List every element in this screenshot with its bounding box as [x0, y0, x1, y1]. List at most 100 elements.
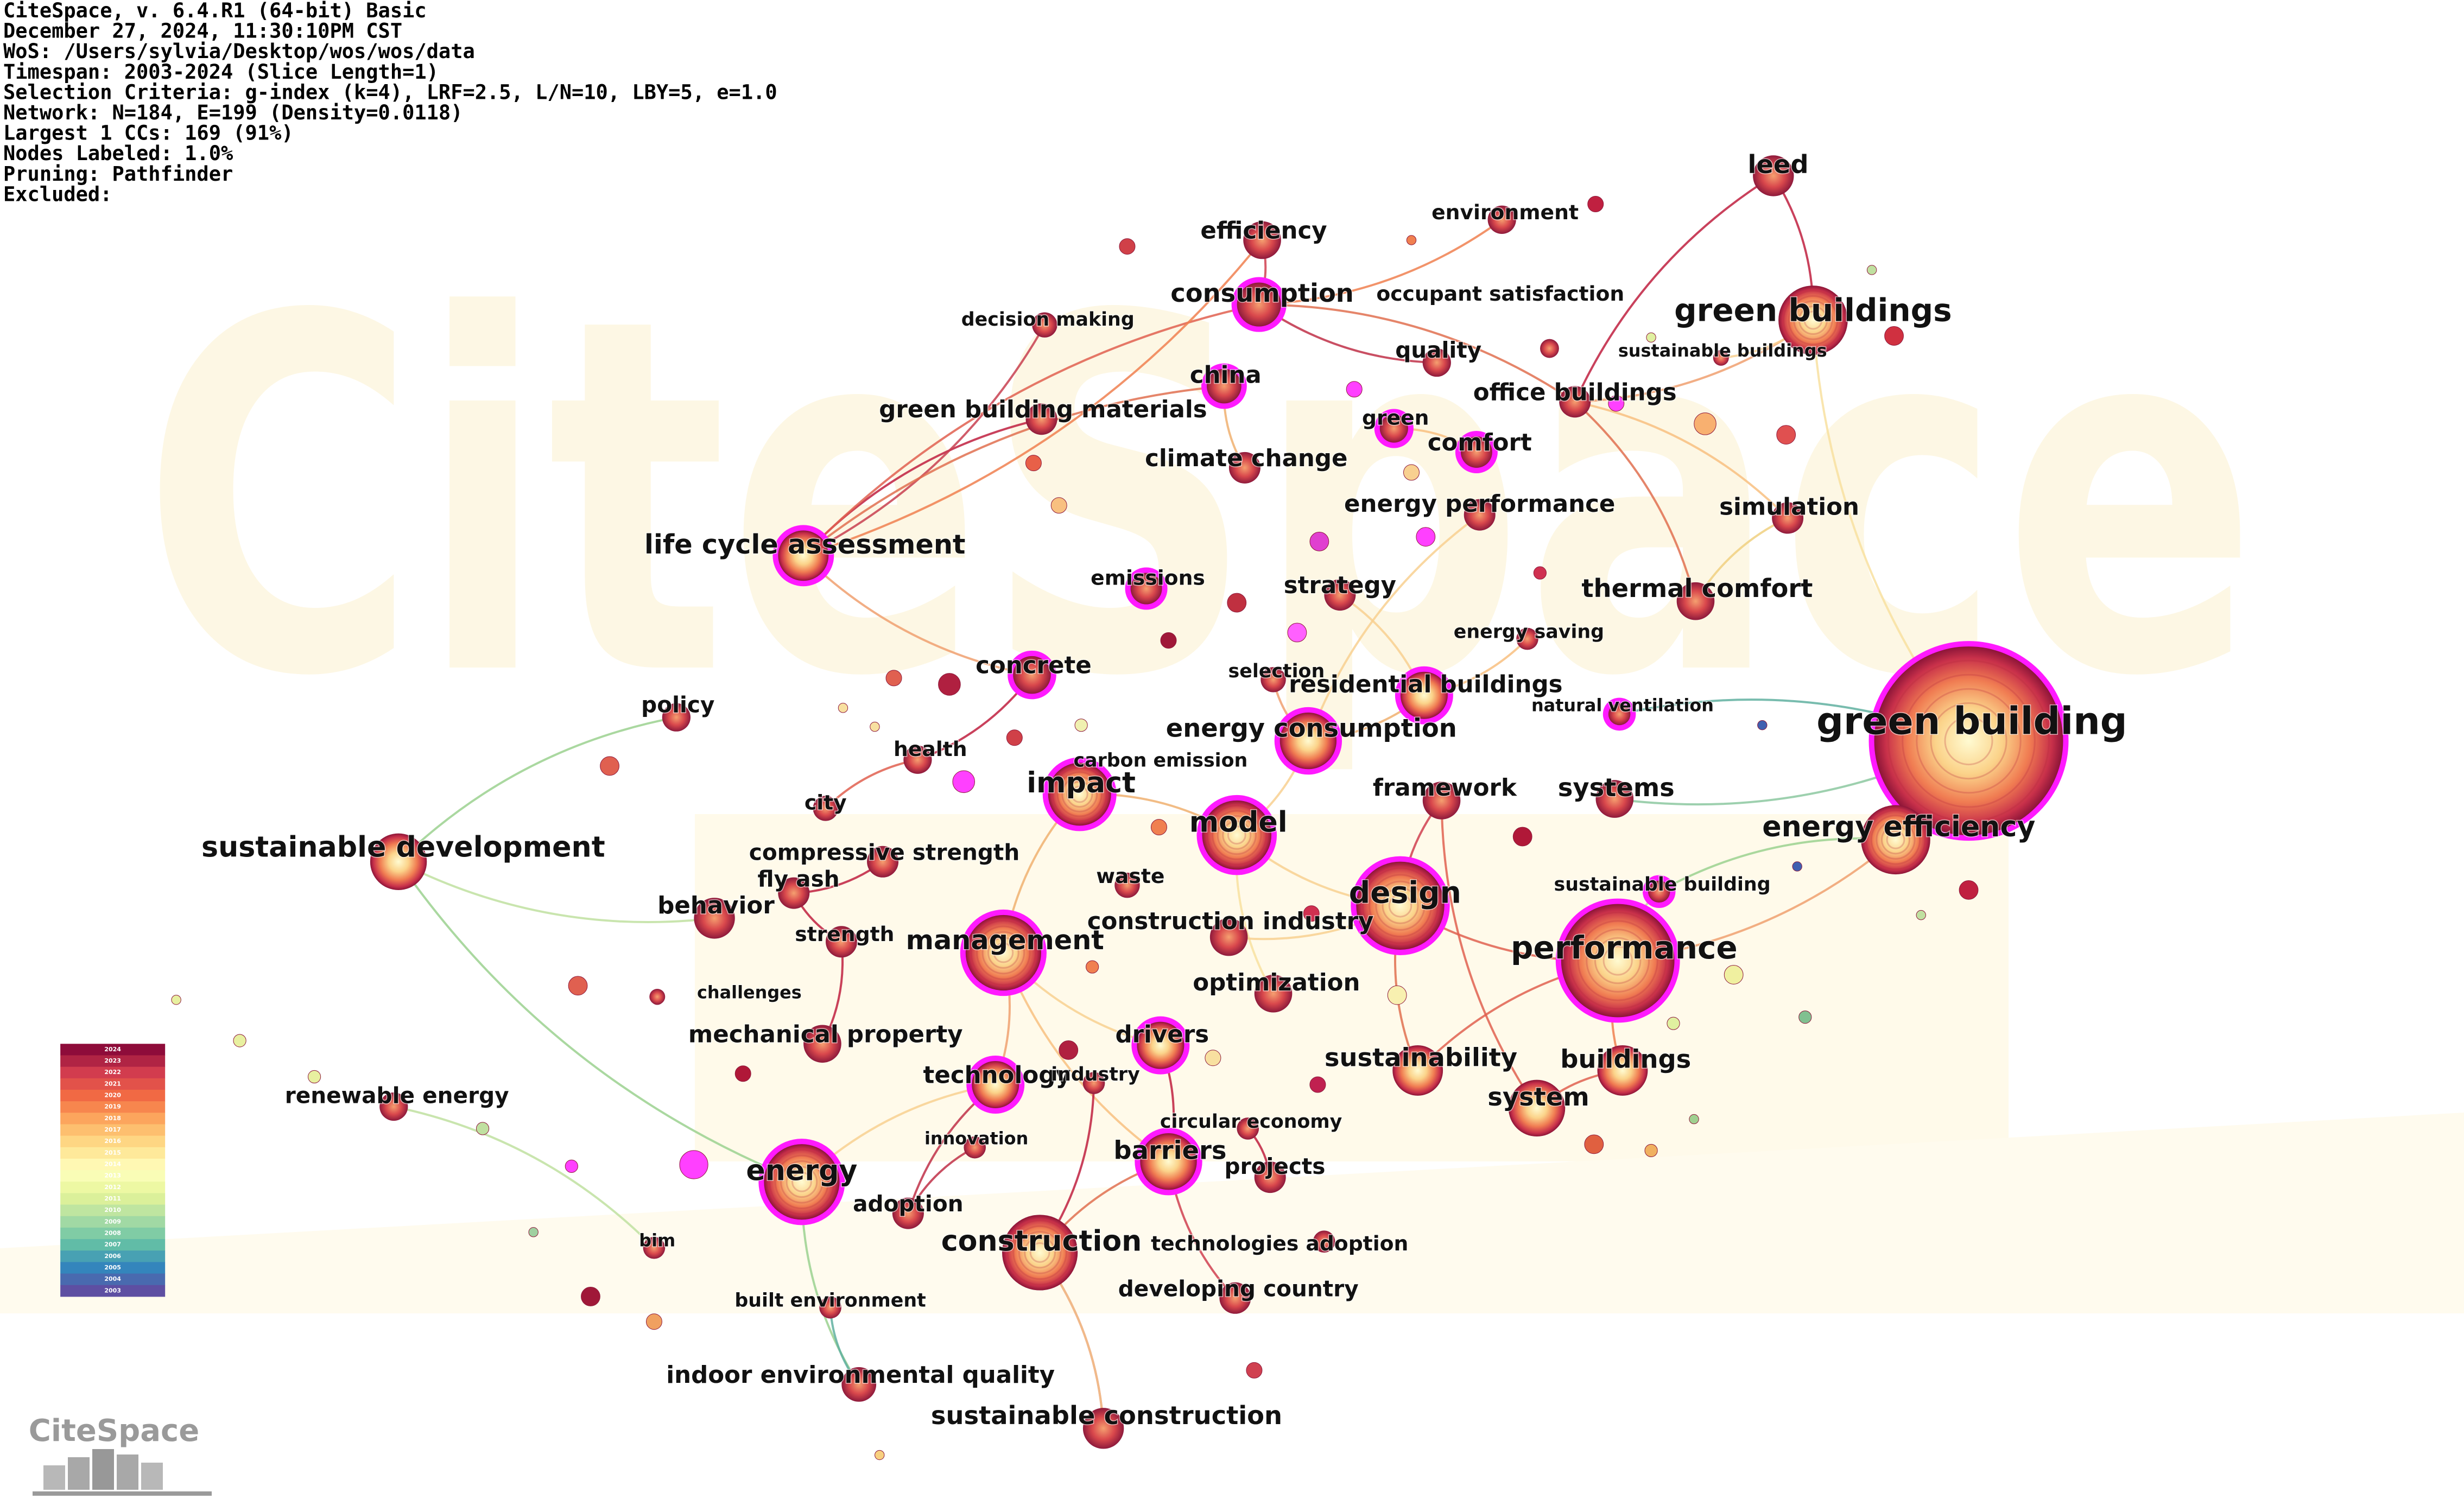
- node: [1205, 1050, 1221, 1066]
- edge: [398, 861, 715, 924]
- node-ring: [976, 925, 1031, 980]
- node-label: sustainable building: [1554, 874, 1771, 895]
- node: [1013, 656, 1051, 694]
- node: [1874, 646, 2063, 836]
- legend-swatch: [60, 1170, 166, 1182]
- year-legend: 2024 2023 2022 2021 2020 2019 2018 2017 2016 2015…: [60, 1044, 166, 1297]
- node: [819, 1296, 841, 1319]
- node: [1140, 1133, 1197, 1190]
- node-ring: [1227, 825, 1246, 845]
- node: [870, 721, 880, 732]
- node: [1209, 918, 1248, 956]
- node: [1309, 1076, 1326, 1093]
- node-label: thermal comfort: [1581, 574, 1813, 603]
- edge: [1574, 401, 1697, 602]
- edge: [802, 324, 1046, 557]
- node: [1422, 348, 1451, 377]
- node-label: fly ash: [758, 866, 840, 892]
- node: [1279, 712, 1337, 770]
- legend-swatch: [60, 1044, 166, 1056]
- node: [1025, 455, 1042, 472]
- node: [1772, 502, 1804, 534]
- node-label: china: [1190, 362, 1262, 389]
- node-label: consumption: [1170, 278, 1354, 308]
- legend-year: 2007: [104, 1241, 121, 1248]
- node: [565, 1159, 578, 1173]
- node: [528, 1227, 539, 1237]
- node: [813, 796, 838, 821]
- node: [568, 976, 588, 996]
- node-ring: [1577, 920, 1658, 1001]
- node-ring: [1012, 1225, 1067, 1280]
- node-label: waste: [1096, 864, 1164, 888]
- node-label: systems: [1558, 773, 1675, 802]
- node: [952, 770, 976, 793]
- header-line: Pruning: Pathfinder: [3, 162, 233, 186]
- labels: leed environment efficiency consumption occu…: [201, 149, 2129, 1431]
- legend-year: 2022: [104, 1069, 121, 1076]
- node-ring: [1018, 1231, 1062, 1274]
- node: [1753, 155, 1794, 196]
- watermark-shape: [695, 814, 2009, 1161]
- node-label: industry: [1051, 1064, 1140, 1085]
- node-label: green buildings: [1674, 292, 1952, 329]
- legend-year: 2003: [104, 1287, 121, 1294]
- node: [1130, 573, 1162, 605]
- legend-swatch: [60, 1193, 166, 1205]
- node: [649, 989, 666, 1005]
- node: [1324, 579, 1356, 611]
- node-label: mechanical property: [688, 1021, 963, 1048]
- legend-swatch: [60, 1066, 166, 1079]
- node: [1137, 1021, 1185, 1069]
- node-label: strategy: [1284, 572, 1396, 599]
- node-label: office buildings: [1473, 379, 1677, 406]
- node-label: decision making: [961, 309, 1135, 331]
- node: [1227, 593, 1247, 613]
- logo-bar: [117, 1454, 138, 1490]
- node-label: construction: [941, 1225, 1142, 1258]
- node: [1260, 667, 1286, 693]
- legend-swatch: [60, 1135, 166, 1148]
- node: [1667, 1017, 1680, 1030]
- node: [1074, 719, 1088, 732]
- node: [1309, 531, 1329, 551]
- node-label: energy efficiency: [1762, 811, 2035, 843]
- node: [1059, 1040, 1079, 1060]
- node-ring: [1568, 911, 1667, 1010]
- node: [838, 703, 848, 713]
- node: [1254, 974, 1293, 1013]
- node-ring: [987, 937, 1019, 969]
- header-line: Timespan: 2003-2024 (Slice Length=1): [3, 60, 439, 84]
- node-label: comfort: [1428, 429, 1532, 456]
- header-line: CiteSpace, v. 6.4.R1 (64-bit) Basic: [3, 0, 427, 22]
- edge: [802, 303, 1259, 557]
- node: [476, 1122, 490, 1135]
- node-label: adoption: [853, 1191, 963, 1217]
- node: [1584, 1134, 1604, 1154]
- edge: [803, 239, 1263, 557]
- node-label: compressive strength: [749, 839, 1019, 865]
- node: [1676, 582, 1715, 620]
- node-label: emissions: [1091, 566, 1205, 590]
- node-ring: [1602, 945, 1633, 976]
- legend-swatch: [60, 1147, 166, 1159]
- node: [1776, 425, 1796, 445]
- edge: [1440, 800, 1538, 1109]
- node: [379, 1092, 408, 1121]
- node-label: efficiency: [1200, 218, 1327, 245]
- node-label: climate change: [1145, 445, 1347, 472]
- node: [1403, 464, 1420, 481]
- node: [1460, 436, 1492, 468]
- node-ring: [1006, 1219, 1073, 1286]
- legend-year: 2015: [104, 1149, 121, 1156]
- node-label: green building materials: [879, 396, 1207, 423]
- edge: [1259, 303, 1576, 403]
- logo-text: CiteSpace: [29, 1413, 199, 1449]
- node-ring: [1361, 867, 1439, 944]
- node: [1237, 1117, 1259, 1140]
- node: [370, 833, 427, 890]
- legend-year: 2010: [104, 1206, 121, 1214]
- node-label: buildings: [1560, 1045, 1691, 1074]
- node: [1400, 671, 1448, 719]
- legend-swatch: [60, 1089, 166, 1102]
